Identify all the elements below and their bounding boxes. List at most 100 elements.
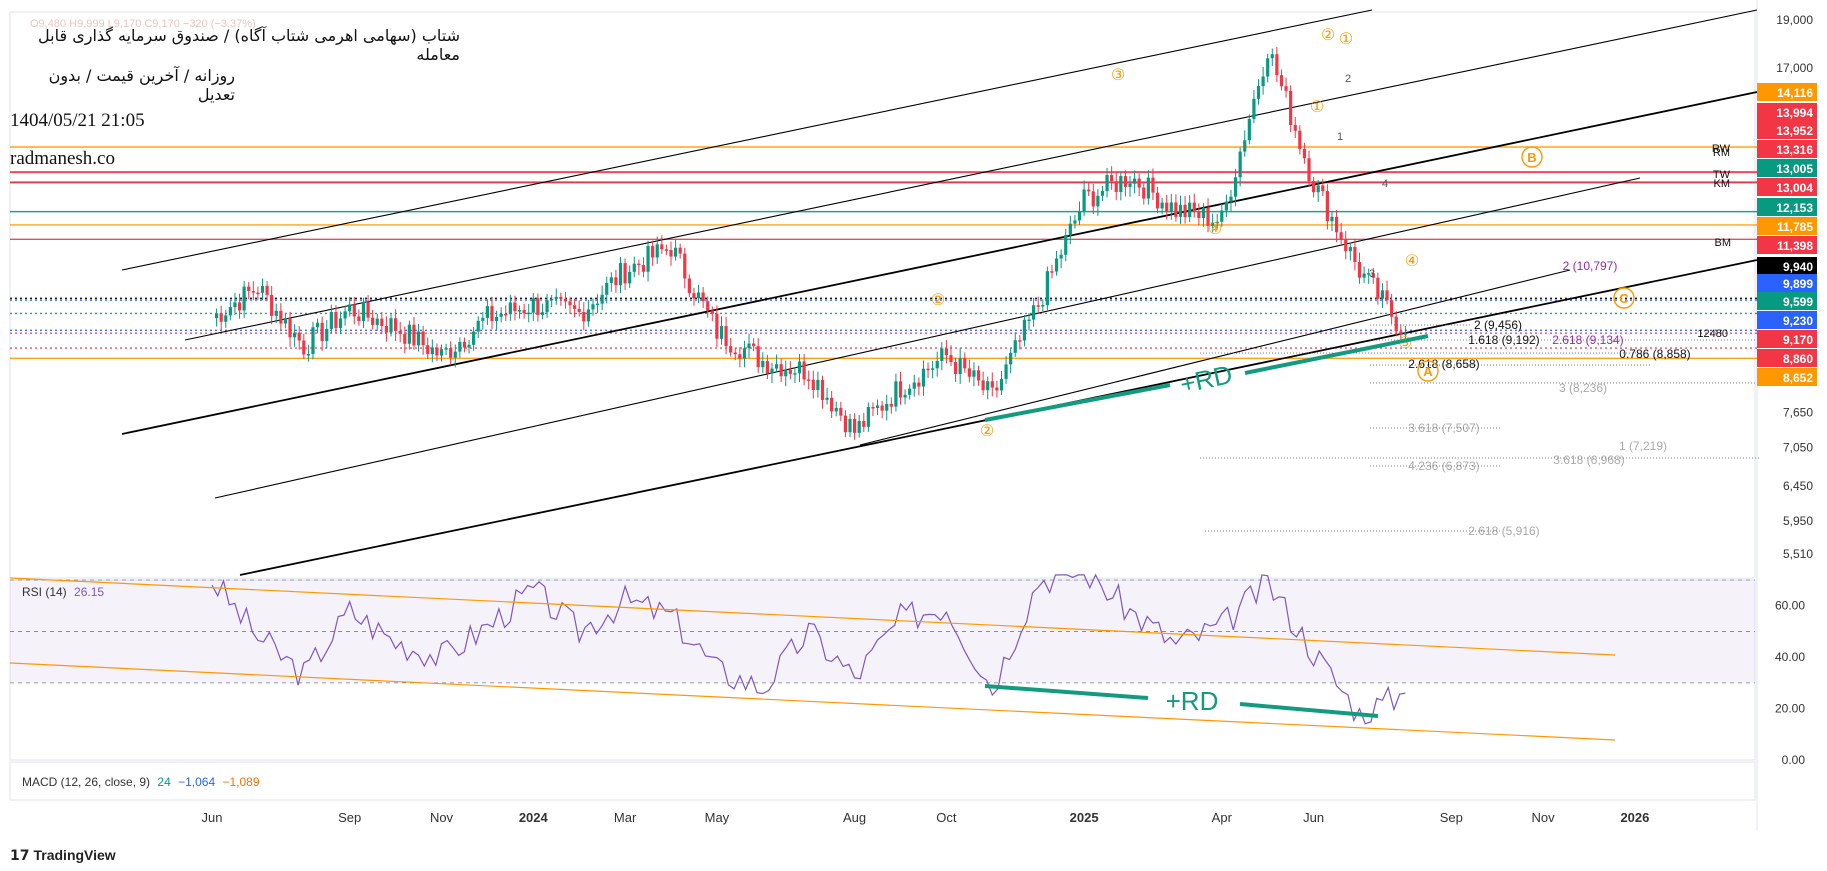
candle-body (371, 317, 375, 325)
candle-body (1054, 258, 1059, 272)
rsi-pane[interactable] (9, 579, 1756, 761)
candle-body (384, 326, 389, 333)
candle-body (472, 331, 476, 345)
rsi-tick-label: 20.00 (1775, 702, 1805, 716)
channel-line[interactable] (214, 177, 1641, 499)
candle-body (1238, 151, 1242, 178)
macd-pane[interactable] (9, 761, 1756, 801)
candle-body (293, 332, 297, 338)
candle-body (1256, 86, 1261, 99)
candle-body (1325, 191, 1329, 222)
candle-body (719, 326, 724, 339)
rd-line-rsi[interactable] (1239, 702, 1379, 718)
candle-body (288, 318, 292, 338)
rd-line-rsi[interactable] (984, 684, 1149, 700)
candle-body (866, 406, 870, 427)
channel-line[interactable] (121, 91, 1758, 435)
rsi-line[interactable] (211, 573, 1406, 725)
candle-body (784, 369, 788, 377)
candle-body (1123, 176, 1128, 187)
candle-body (1293, 124, 1297, 131)
x-tick-label: Nov (430, 810, 454, 825)
candle-body (499, 313, 503, 317)
candle-body (540, 312, 545, 315)
abc-circle (1417, 360, 1439, 382)
candle-body (439, 349, 444, 356)
candle-body (1211, 222, 1215, 226)
candle-body (729, 346, 733, 353)
price-pane[interactable] (9, 11, 1756, 579)
candle-body (820, 379, 825, 400)
candle-body (421, 331, 425, 346)
price-label-bg (1757, 217, 1817, 235)
candle-body (1082, 189, 1086, 212)
candle-body (1247, 118, 1251, 141)
candle-body (857, 420, 861, 433)
channel-line[interactable] (859, 269, 1571, 446)
candle-body (1068, 223, 1072, 235)
candle-body (531, 298, 535, 313)
tradingview-logo[interactable]: 𝟭𝟳 TradingView (10, 847, 116, 864)
candle-body (1243, 140, 1247, 152)
candle-body (1284, 86, 1288, 91)
candle-body (706, 301, 710, 311)
level-tag: TW (1713, 169, 1731, 181)
candle-body (1334, 216, 1339, 233)
channel-line[interactable] (184, 9, 1758, 341)
fib-label: 3 (8,236) (1559, 381, 1607, 395)
candle-body (343, 311, 347, 319)
macd-legend[interactable]: MACD (12, 26, close, 9) 24 −1,064 −1,089 (18, 775, 260, 789)
candle-body (1220, 210, 1224, 222)
candle-body (389, 318, 393, 333)
price-label: 13,994 (1776, 106, 1813, 120)
candle-body (944, 348, 948, 356)
candle-body (673, 247, 678, 257)
abc-label: B (1527, 150, 1536, 165)
price-label: 12,153 (1776, 201, 1813, 215)
candle-body (311, 327, 315, 355)
candle-body (664, 249, 669, 251)
rd-line-price[interactable] (1244, 334, 1429, 375)
price-label-bg (1757, 257, 1817, 275)
candle-body (761, 361, 765, 368)
candle-body (807, 379, 811, 381)
candle-body (270, 294, 274, 316)
fib-label: 2.618 (8,658) (1408, 357, 1479, 371)
candle-body (1348, 246, 1352, 252)
candle-body (1041, 304, 1045, 307)
candle-body (765, 361, 769, 374)
candle-body (430, 347, 434, 355)
price-label-bg (1757, 274, 1817, 292)
candle-body (921, 368, 926, 387)
candle-body (949, 355, 953, 363)
candle-body (1169, 202, 1173, 212)
candle-body (774, 364, 779, 369)
fib-label: 2.618 (5,916) (1468, 524, 1539, 538)
candle-body (1013, 340, 1017, 353)
price-label-bg (1757, 178, 1817, 196)
candle-body (687, 278, 691, 294)
candle-body (334, 311, 338, 329)
candle-body (251, 291, 255, 293)
candle-body (1119, 176, 1123, 192)
candle-body (963, 358, 967, 369)
candle-body (527, 312, 531, 315)
candle-body (274, 310, 278, 316)
channel-line[interactable] (121, 9, 1373, 271)
price-label-bg (1757, 330, 1817, 348)
wave-label: ① (1310, 99, 1324, 116)
candle-body (1289, 90, 1293, 125)
price-label-bg (1757, 121, 1817, 139)
candle-body (504, 313, 508, 316)
price-label: 9,599 (1783, 295, 1813, 309)
wave-label: ② (980, 423, 994, 440)
candle-body (733, 352, 737, 355)
candle-body (1160, 202, 1164, 209)
rd-line-price[interactable] (984, 383, 1171, 422)
rsi-trend-line[interactable] (9, 577, 1616, 656)
rsi-trend-line[interactable] (9, 662, 1616, 741)
candle-body (1174, 202, 1178, 217)
rsi-legend[interactable]: RSI (14) 26.15 (18, 585, 104, 599)
